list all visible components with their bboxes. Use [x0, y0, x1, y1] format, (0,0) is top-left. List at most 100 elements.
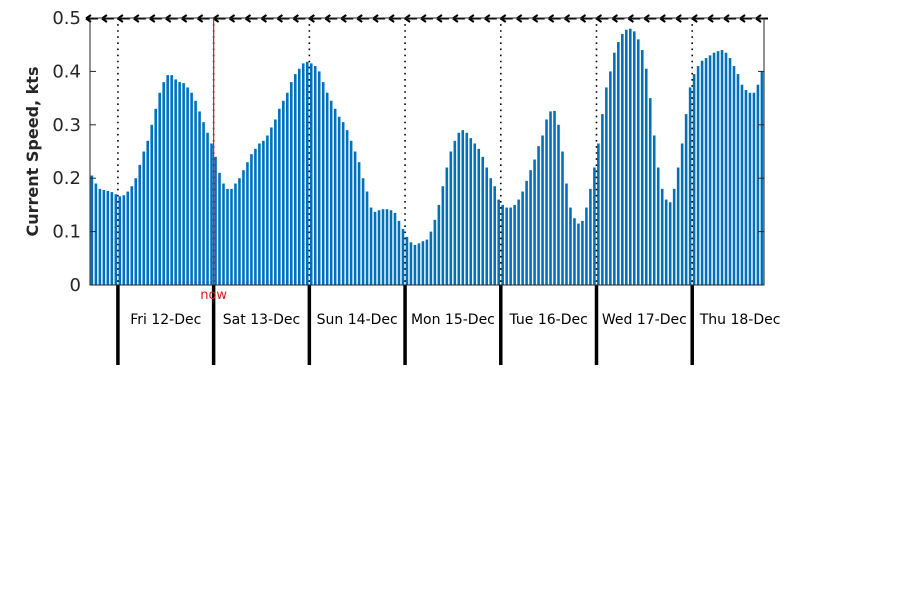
bar	[505, 208, 508, 285]
bar	[713, 53, 716, 285]
bar-series	[91, 29, 764, 285]
bar	[609, 71, 612, 285]
bar	[693, 74, 696, 285]
bar	[378, 210, 381, 285]
bar	[497, 200, 500, 285]
bar	[697, 66, 700, 285]
bar	[362, 178, 365, 285]
bar	[689, 87, 692, 285]
bar	[274, 119, 277, 285]
y-tick-label: 0.5	[52, 8, 81, 29]
bar	[529, 170, 532, 285]
bar	[745, 90, 748, 285]
bar	[477, 149, 480, 285]
bar	[481, 157, 484, 285]
bar	[653, 135, 656, 285]
bar	[134, 178, 137, 285]
day-label: Sat 13-Dec	[223, 312, 300, 328]
bar	[410, 242, 413, 285]
bar	[338, 117, 341, 285]
bar	[278, 109, 281, 285]
bar	[561, 152, 564, 286]
bar	[91, 176, 94, 285]
bar	[262, 141, 265, 285]
day-label: Tue 16-Dec	[508, 312, 587, 328]
bar	[246, 162, 249, 285]
bar	[294, 74, 297, 285]
bar	[162, 82, 165, 285]
bar	[753, 93, 756, 285]
bar	[382, 209, 385, 285]
bar	[669, 202, 672, 285]
bar	[123, 195, 126, 285]
y-tick-label: 0	[70, 275, 81, 296]
bar	[194, 101, 197, 285]
bar	[386, 209, 389, 285]
bar	[446, 168, 449, 285]
bar	[557, 125, 560, 285]
bar	[210, 143, 213, 285]
bar	[174, 79, 177, 285]
bar	[95, 184, 98, 285]
bar	[454, 141, 457, 285]
bar	[577, 224, 580, 285]
bar	[290, 82, 293, 285]
bar	[717, 51, 720, 285]
bar	[374, 212, 377, 285]
bar	[103, 190, 106, 285]
bar	[589, 189, 592, 285]
bar	[119, 196, 122, 285]
bar	[286, 93, 289, 285]
bar	[186, 87, 189, 285]
day-label: Thu 18-Dec	[699, 312, 781, 328]
bar	[513, 205, 516, 285]
bar	[242, 170, 245, 285]
bar	[418, 243, 421, 285]
bar	[733, 66, 736, 285]
bar	[198, 111, 201, 285]
bar	[138, 165, 141, 285]
bar	[657, 168, 660, 285]
bar	[298, 69, 301, 285]
bar	[390, 210, 393, 285]
bar	[306, 62, 309, 285]
bar	[426, 240, 429, 285]
bar	[370, 208, 373, 285]
bar	[254, 149, 257, 285]
bar	[621, 34, 624, 285]
bar	[461, 130, 464, 285]
bar	[641, 50, 644, 285]
bar	[593, 168, 596, 285]
bar	[597, 143, 600, 285]
bar	[458, 133, 461, 285]
bar	[685, 114, 688, 285]
bar	[107, 191, 110, 285]
bar	[673, 189, 676, 285]
bar	[398, 221, 401, 285]
bar	[318, 71, 321, 285]
bar	[238, 178, 241, 285]
bar	[549, 111, 552, 285]
bar	[146, 141, 149, 285]
bar	[190, 93, 193, 285]
y-tick-label: 0.2	[52, 168, 81, 189]
day-label: Sun 14-Dec	[317, 312, 398, 328]
bar	[493, 186, 496, 285]
bar	[282, 101, 285, 285]
now-label: now	[200, 288, 227, 303]
bar	[545, 119, 548, 285]
bar	[270, 127, 273, 285]
bar	[629, 29, 632, 285]
bar	[170, 75, 173, 285]
bar	[302, 63, 305, 285]
bar	[214, 157, 217, 285]
bar	[665, 200, 668, 285]
bar	[234, 184, 237, 285]
y-tick-label: 0.4	[52, 61, 81, 82]
bar	[326, 93, 329, 285]
bar	[202, 122, 205, 285]
bar	[649, 98, 652, 285]
bar	[565, 184, 568, 285]
bar	[585, 208, 588, 285]
